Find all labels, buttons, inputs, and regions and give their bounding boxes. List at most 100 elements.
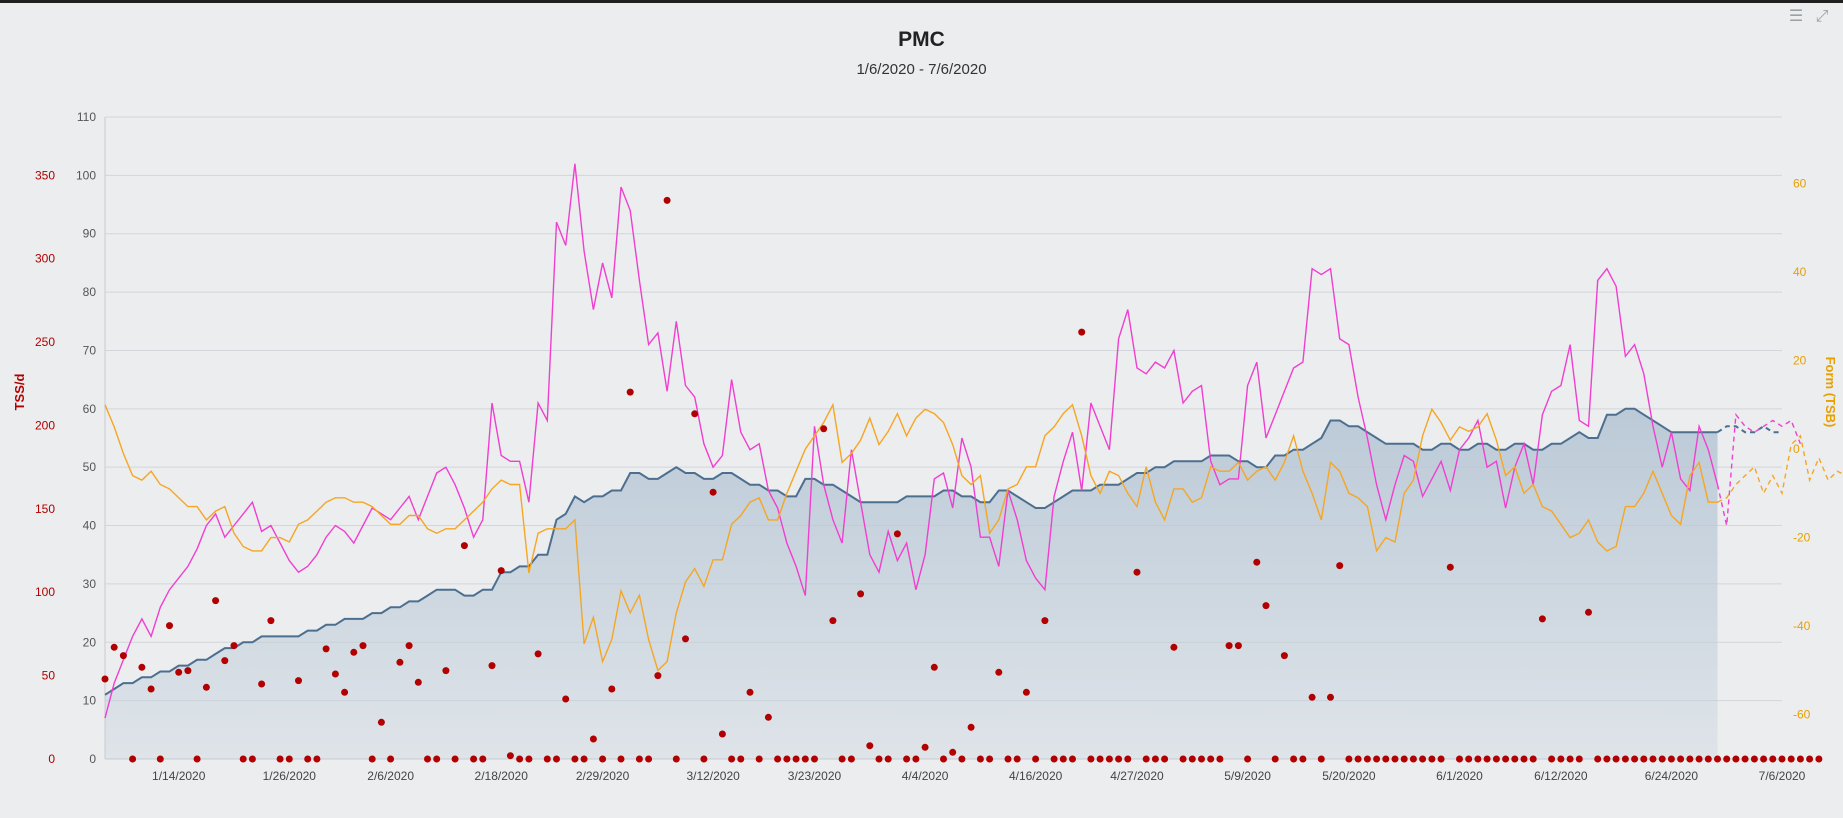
tss-point <box>838 755 846 763</box>
fitness-tick-label: 20 <box>83 635 97 649</box>
tss-point <box>184 667 192 675</box>
tss-point <box>516 755 524 763</box>
tss-point <box>1538 615 1546 623</box>
menu-icon[interactable]: ☰ <box>1788 8 1804 25</box>
tss-point <box>156 755 164 763</box>
fitness-tick-label: 80 <box>83 285 97 299</box>
x-tick-label: 2/6/2020 <box>367 769 414 783</box>
tss-point <box>1234 642 1242 650</box>
tss-point <box>1087 755 1095 763</box>
tss-point <box>1658 755 1666 763</box>
tss-point <box>1409 755 1417 763</box>
tss-point <box>930 663 938 671</box>
tss-point <box>1363 755 1371 763</box>
fitness-tick-label: 100 <box>76 168 96 182</box>
tss-point <box>1695 755 1703 763</box>
tss-point <box>1677 755 1685 763</box>
tss-point <box>258 680 266 688</box>
x-tick-label: 7/6/2020 <box>1759 769 1806 783</box>
tss-point <box>147 685 155 693</box>
tss-point <box>811 755 818 763</box>
tss-point <box>1631 755 1639 763</box>
tss-point <box>1667 755 1675 763</box>
tss-point <box>626 388 634 396</box>
form-tick-label: 0 <box>1793 442 1800 456</box>
tss-point <box>1059 755 1067 763</box>
tss-point <box>460 542 468 550</box>
tss-point <box>1253 558 1261 566</box>
tss-point <box>1428 755 1436 763</box>
tss-point <box>949 748 957 756</box>
tss-point <box>1327 693 1334 701</box>
fitness-tick-label: 110 <box>77 110 96 124</box>
fitness-tick-label: 0 <box>89 752 96 766</box>
tss-point <box>1585 608 1592 616</box>
collapse-icon[interactable]: ⤢ <box>1815 8 1829 25</box>
x-tick-label: 4/4/2020 <box>902 769 949 783</box>
tss-point <box>212 597 220 605</box>
tss-point <box>1594 755 1602 763</box>
tss-point <box>1124 755 1132 763</box>
tss-point <box>193 755 201 763</box>
tss-point <box>1105 755 1113 763</box>
tss-point <box>525 755 533 763</box>
tss-point <box>304 755 312 763</box>
tss-point <box>1336 562 1344 570</box>
tss-point <box>1078 328 1086 336</box>
tss-point <box>976 755 984 763</box>
tss-point <box>746 688 754 696</box>
tss-point <box>451 755 459 763</box>
tss-point <box>1133 568 1141 576</box>
tss-point <box>350 648 358 656</box>
tss-point <box>958 755 966 763</box>
tss-tick-label: 0 <box>48 752 55 766</box>
tss-point <box>1723 755 1731 763</box>
tss-point <box>175 668 183 676</box>
tss-point <box>488 662 496 670</box>
tss-tick-label: 300 <box>35 252 55 266</box>
tss-point <box>368 755 376 763</box>
tss-point <box>267 617 275 625</box>
tss-point <box>387 755 395 763</box>
form-tick-label: -40 <box>1793 619 1811 633</box>
tss-point <box>1566 755 1574 763</box>
tss-point <box>1400 755 1408 763</box>
tss-point <box>322 645 330 653</box>
tss-point <box>1796 755 1804 763</box>
tss-point <box>940 755 947 763</box>
tss-point <box>1769 755 1777 763</box>
tss-point <box>1511 755 1519 763</box>
tss-point <box>645 755 653 763</box>
tss-point <box>875 755 883 763</box>
tss-point <box>1437 755 1445 763</box>
tss-point <box>1391 755 1399 763</box>
tss-point <box>1557 755 1565 763</box>
tss-point <box>101 675 109 683</box>
tss-point <box>774 755 782 763</box>
tss-point <box>1483 755 1491 763</box>
tss-point <box>654 672 662 680</box>
tss-point <box>1741 755 1749 763</box>
tss-point <box>1502 755 1510 763</box>
tss-tick-label: 250 <box>35 335 55 349</box>
tss-point <box>110 643 118 651</box>
tss-point <box>857 590 865 598</box>
x-tick-label: 5/20/2020 <box>1322 769 1376 783</box>
atl-projection-line <box>1716 412 1802 526</box>
tss-point <box>1373 755 1381 763</box>
tss-axis-title: TSS/d <box>12 374 27 411</box>
tss-point <box>672 755 680 763</box>
tss-point <box>1704 755 1712 763</box>
tss-point <box>737 755 745 763</box>
form-tick-label: 40 <box>1793 265 1807 279</box>
tss-point <box>1041 617 1049 625</box>
tss-point <box>119 652 127 660</box>
x-tick-label: 3/12/2020 <box>686 769 740 783</box>
tss-point <box>921 743 929 751</box>
tss-point <box>1575 755 1583 763</box>
tss-point <box>1151 755 1159 763</box>
x-tick-label: 1/26/2020 <box>263 769 317 783</box>
tss-point <box>424 755 431 763</box>
tss-point <box>1778 755 1786 763</box>
